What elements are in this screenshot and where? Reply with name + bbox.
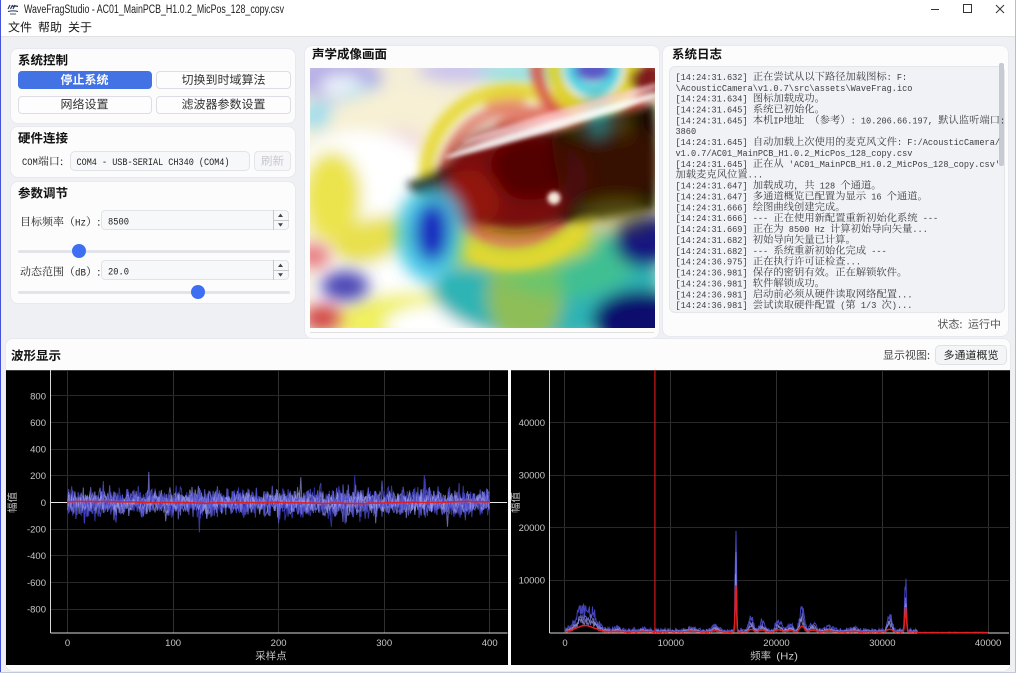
svg-text:---: ---: [871, 247, 887, 257]
svg-text:-200: -200: [27, 525, 46, 536]
svg-text:800: 800: [30, 391, 46, 402]
svg-text:100: 100: [165, 638, 181, 649]
svg-text:[14:24:36.981]: [14:24:36.981]: [676, 269, 748, 279]
svg-text:300: 300: [376, 638, 392, 649]
svg-text:[14:24:36.981]: [14:24:36.981]: [676, 279, 748, 289]
svg-text:[14:24:31.645]: [14:24:31.645]: [676, 106, 748, 116]
svg-text:---: ---: [923, 214, 939, 224]
svg-text:[14:24:36.981]: [14:24:36.981]: [676, 290, 748, 300]
svg-text:[14:24:31.634]: [14:24:31.634]: [676, 95, 748, 105]
svg-text:[14:24:31.647]: [14:24:31.647]: [676, 182, 748, 192]
svg-text:[14:24:31.666] ---: [14:24:31.666] ---: [676, 214, 769, 224]
svg-text:128: 128: [820, 182, 836, 192]
svg-text:WaveFragStudio - AC01_MainPCB_: WaveFragStudio - AC01_MainPCB_H1.0.2_Mic…: [24, 4, 284, 16]
svg-text:IP: IP: [773, 116, 783, 126]
svg-text:400: 400: [482, 638, 498, 649]
svg-text:[14:24:36.975]: [14:24:36.975]: [676, 258, 748, 268]
svg-text:\AcousticCamera\v1.0.7\src\ass: \AcousticCamera\v1.0.7\src\assets\WaveFr…: [676, 84, 913, 94]
svg-text:0: 0: [41, 498, 46, 509]
svg-text:[14:24:31.666]: [14:24:31.666]: [676, 203, 748, 213]
svg-text:'AC01_MainPCB_H1.0.2_MicPos_12: 'AC01_MainPCB_H1.0.2_MicPos_128_copy.csv…: [789, 160, 1000, 170]
svg-text:...: ...: [897, 290, 913, 300]
svg-text:[14:24:31.669]: [14:24:31.669]: [676, 225, 748, 235]
svg-text:8500: 8500: [108, 217, 129, 229]
svg-text:200: 200: [30, 471, 46, 482]
svg-text:0: 0: [562, 638, 567, 649]
svg-text:[14:24:31.632]: [14:24:31.632]: [676, 73, 748, 83]
svg-text:[14:24:31.682] ---: [14:24:31.682] ---: [676, 247, 769, 257]
svg-text:...: ...: [912, 225, 928, 235]
svg-text:1/3: 1/3: [861, 301, 877, 311]
svg-text:[14:24:31.682]: [14:24:31.682]: [676, 236, 748, 246]
svg-text:10000: 10000: [519, 576, 545, 587]
svg-text:(: (: [840, 301, 845, 311]
svg-text:200: 200: [271, 638, 287, 649]
svg-text:0: 0: [65, 638, 70, 649]
svg-text:(Hz): (Hz): [776, 652, 798, 663]
svg-text:10000: 10000: [658, 638, 684, 649]
svg-text:30000: 30000: [869, 638, 895, 649]
svg-text:COM: COM: [22, 157, 38, 168]
svg-text:[14:24:31.645]: [14:24:31.645]: [676, 116, 748, 126]
svg-text:40000: 40000: [519, 418, 545, 429]
svg-text:20000: 20000: [763, 638, 789, 649]
svg-text:20000: 20000: [519, 523, 545, 534]
svg-text:-400: -400: [27, 551, 46, 562]
svg-text:[14:24:31.647]: [14:24:31.647]: [676, 193, 748, 203]
svg-text:20.0: 20.0: [108, 267, 129, 279]
svg-text:COM4 - USB-SERIAL CH340 (COM4): COM4 - USB-SERIAL CH340 (COM4): [77, 157, 230, 169]
svg-text:40000: 40000: [975, 638, 1001, 649]
svg-text:dB: dB: [75, 268, 86, 280]
svg-text:[14:24:36.981]: [14:24:36.981]: [676, 301, 748, 311]
svg-text:400: 400: [30, 445, 46, 456]
svg-text:30000: 30000: [519, 470, 545, 481]
svg-text:Hz: Hz: [75, 219, 86, 230]
svg-text::: :: [1000, 116, 1005, 126]
svg-text:-600: -600: [27, 578, 46, 589]
svg-text:: F:/AcousticCamera/: : F:/AcousticCamera/: [897, 138, 1000, 148]
svg-text:: 10.206.66.197,: : 10.206.66.197,: [851, 116, 933, 126]
svg-text:[14:24:31.645]: [14:24:31.645]: [676, 160, 748, 170]
svg-text:: F:: : F:: [887, 73, 908, 83]
svg-text:[14:24:31.645]: [14:24:31.645]: [676, 138, 748, 148]
svg-text:8500 Hz: 8500 Hz: [789, 225, 825, 235]
svg-text:600: 600: [30, 418, 46, 429]
svg-text:v1.0.7/AC01_MainPCB_H1.0.2_Mic: v1.0.7/AC01_MainPCB_H1.0.2_MicPos_128_co…: [676, 149, 913, 159]
svg-text:-800: -800: [27, 605, 46, 616]
svg-text:...: ...: [748, 171, 764, 181]
svg-text:16: 16: [871, 193, 881, 203]
svg-text:3860: 3860: [676, 127, 697, 137]
svg-text:)...: )...: [892, 301, 913, 311]
svg-text:...: ...: [846, 258, 862, 268]
